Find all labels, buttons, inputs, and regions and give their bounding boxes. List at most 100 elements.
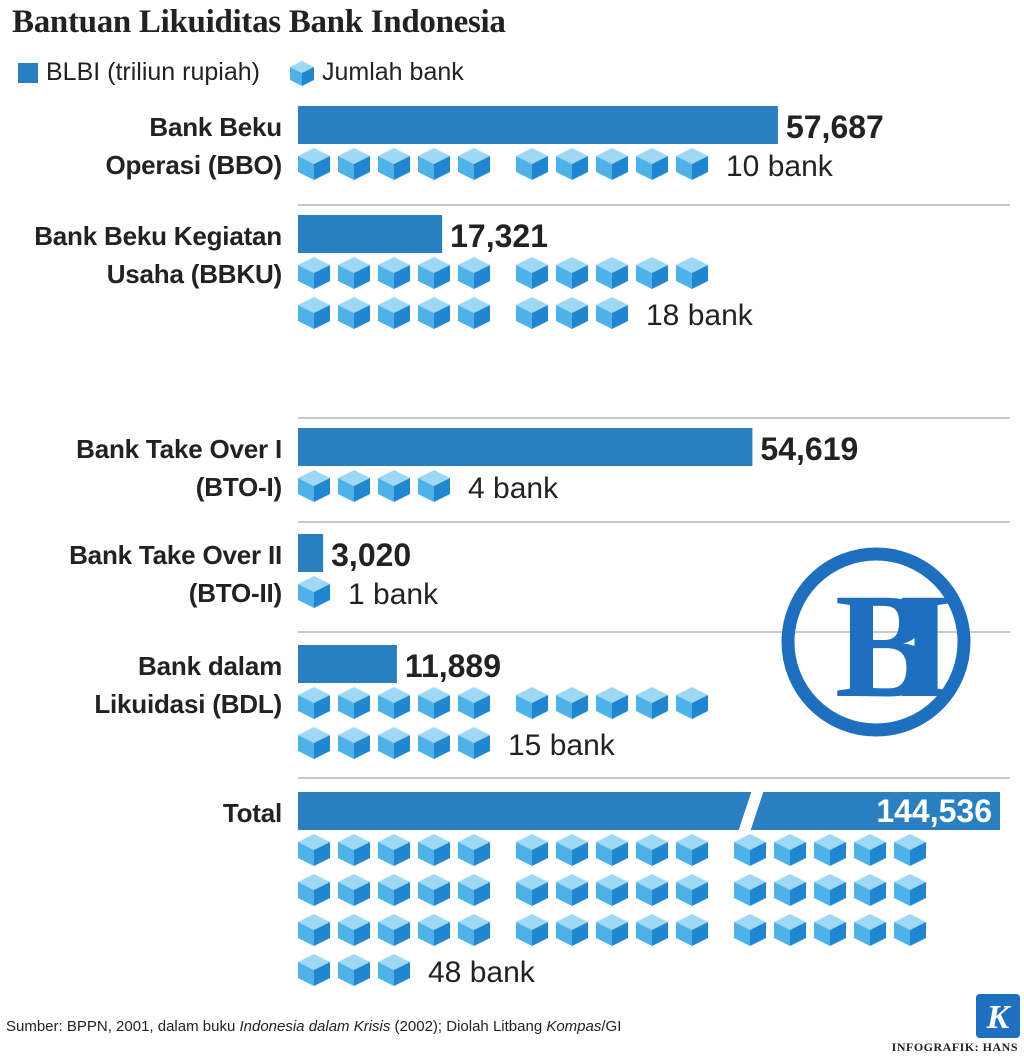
bank-cube-icon [596, 297, 628, 329]
bank-cube-icon [596, 914, 628, 946]
row-label-line2: Usaha (BBKU) [106, 259, 282, 289]
bank-cube-icon [338, 687, 370, 719]
bank-cube-icon [458, 727, 490, 759]
bank-cube-icon [596, 834, 628, 866]
bank-cube-icon [458, 297, 490, 329]
kompas-logo: K [976, 994, 1020, 1038]
bank-cube-icon [596, 148, 628, 180]
bank-cube-icon [636, 914, 668, 946]
bank-cube-icon [338, 874, 370, 906]
bank-cube-icon [734, 874, 766, 906]
bank-cube-icon [676, 834, 708, 866]
row-label-line2: (BTO-I) [195, 472, 282, 502]
bank-cube-icon [298, 297, 330, 329]
bank-cube-icon [894, 914, 926, 946]
bank-cube-icon [418, 914, 450, 946]
bank-cube-icon [338, 148, 370, 180]
row-label-line2: Likuidasi (BDL) [94, 689, 282, 719]
bank-cube-icon [378, 687, 410, 719]
bank-cube-icon [636, 834, 668, 866]
bank-cube-icon [676, 914, 708, 946]
bank-cube-icon [378, 148, 410, 180]
bank-cube-icon [854, 834, 886, 866]
bank-cube-icon [298, 914, 330, 946]
bank-cube-icon [418, 874, 450, 906]
value-label: 57,687 [786, 109, 884, 145]
bank-cube-icon [814, 874, 846, 906]
bank-cube-icon [894, 834, 926, 866]
bank-cube-icon [676, 874, 708, 906]
row-label-line1: Bank Take Over II [69, 540, 282, 570]
bank-count-label: 48 bank [428, 956, 536, 989]
row-label-line1: Bank Take Over I [76, 434, 282, 464]
row-label-line1: Bank Beku Kegiatan [34, 221, 282, 251]
bank-cube-icon [636, 874, 668, 906]
cube-icon [290, 60, 314, 86]
bar [298, 106, 778, 144]
bank-cube-icon [338, 727, 370, 759]
bank-cube-icon [516, 914, 548, 946]
bank-cube-icon [378, 257, 410, 289]
bank-cube-icon [516, 874, 548, 906]
bank-cube-icon [298, 954, 330, 986]
bank-cube-icon [418, 834, 450, 866]
bank-cube-icon [556, 297, 588, 329]
bank-cube-icon [814, 834, 846, 866]
bank-cube-icon [596, 257, 628, 289]
bank-cube-icon [338, 914, 370, 946]
chart-title: Bantuan Likuiditas Bank Indonesia [12, 4, 506, 40]
bank-cube-icon [378, 914, 410, 946]
bank-cube-icon [378, 954, 410, 986]
bank-cube-icon [516, 257, 548, 289]
bank-cube-icon [774, 874, 806, 906]
bar [298, 792, 1000, 830]
bank-count-label: 15 bank [508, 729, 616, 762]
bank-cube-icon [298, 257, 330, 289]
bank-count-label: 1 bank [348, 578, 439, 611]
row-label-line1: Bank Beku [149, 112, 282, 142]
bank-cube-icon [458, 687, 490, 719]
bank-count-label: 4 bank [468, 472, 559, 505]
bank-cube-icon [298, 874, 330, 906]
bank-cube-icon [734, 834, 766, 866]
bank-cube-icon [418, 257, 450, 289]
row-label-line1: Bank dalam [138, 651, 282, 681]
legend-bar-swatch [18, 62, 38, 83]
bank-cube-icon [418, 148, 450, 180]
bank-cube-icon [516, 148, 548, 180]
row-label-line2: Operasi (BBO) [105, 150, 282, 180]
legend-blbi: BLBI (triliun rupiah) [18, 58, 260, 87]
bank-cube-icon [516, 687, 548, 719]
source-note: Sumber: BPPN, 2001, dalam buku Indonesia… [6, 1018, 621, 1035]
bank-count-label: 10 bank [726, 150, 834, 183]
bank-cube-icon [774, 834, 806, 866]
bank-cube-icon [556, 257, 588, 289]
bank-cube-icon [298, 834, 330, 866]
bank-cube-icon [418, 687, 450, 719]
bank-cube-icon [854, 874, 886, 906]
bank-cube-icon [596, 687, 628, 719]
bank-cube-icon [676, 257, 708, 289]
bank-cube-icon [516, 834, 548, 866]
bank-cube-icon [298, 576, 330, 608]
bank-cube-icon [854, 914, 886, 946]
row-label-line2: (BTO-II) [188, 578, 282, 608]
bank-cube-icon [458, 834, 490, 866]
legend-blbi-label: BLBI (triliun rupiah) [46, 58, 260, 86]
axis-break [738, 790, 764, 832]
bank-cube-icon [418, 727, 450, 759]
bank-cube-icon [556, 914, 588, 946]
bank-cube-icon [636, 257, 668, 289]
bank-cube-icon [596, 874, 628, 906]
bank-cube-icon [338, 297, 370, 329]
bank-cube-icon [458, 874, 490, 906]
bank-indonesia-logo: BI [781, 547, 989, 737]
bank-cube-icon [894, 874, 926, 906]
value-label: 3,020 [331, 537, 411, 573]
bank-cube-icon [734, 914, 766, 946]
bank-cube-icon [556, 874, 588, 906]
bank-cube-icon [338, 954, 370, 986]
bank-cube-icon [378, 874, 410, 906]
bank-cube-icon [298, 148, 330, 180]
